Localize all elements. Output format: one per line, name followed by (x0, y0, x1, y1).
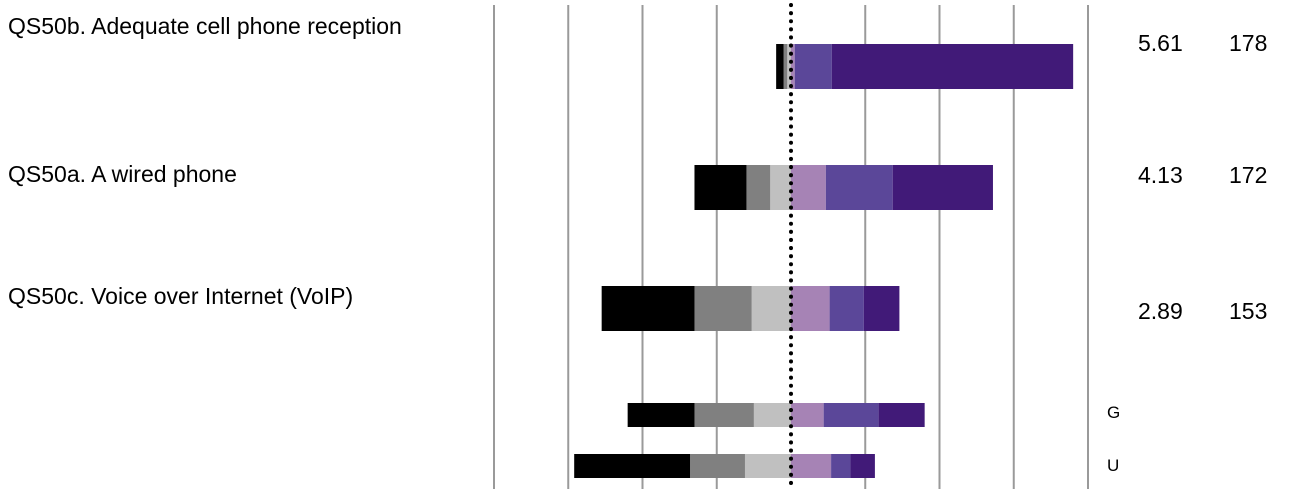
bar-segment-qs50a-strongly-positive (892, 165, 993, 210)
bar-segment-qs50b-strongly-positive (831, 44, 1074, 89)
group-label-g: G (1107, 403, 1121, 422)
bar-segment-g-positive (823, 403, 879, 427)
bar-segment-qs50b-negative (783, 44, 788, 89)
bar-segment-qs50b-slightly-positive (791, 44, 795, 89)
bar-segment-u-strongly-negative (574, 454, 691, 478)
bar-segment-qs50a-slightly-positive (791, 165, 826, 210)
bar-segment-qs50c-strongly-positive (863, 286, 900, 331)
bar-segment-u-negative (690, 454, 745, 478)
mean-value-qs50a: 4.13 (1138, 162, 1183, 188)
bar-segment-g-negative (694, 403, 754, 427)
bar-segment-g-slightly-positive (791, 403, 824, 427)
bar-segment-qs50a-slightly-negative (770, 165, 791, 210)
bar-segment-u-slightly-negative (744, 454, 791, 478)
row-label-qs50a: QS50a. A wired phone (8, 161, 237, 187)
bar-segment-qs50c-slightly-negative (751, 286, 791, 331)
row-label-qs50b: QS50b. Adequate cell phone reception (8, 13, 402, 39)
bar-segment-qs50a-positive (825, 165, 893, 210)
count-value-qs50c: 153 (1229, 298, 1268, 324)
bar-segment-u-strongly-positive (850, 454, 875, 478)
count-value-qs50b: 178 (1229, 30, 1268, 56)
mean-value-qs50b: 5.61 (1138, 30, 1183, 56)
bar-segment-qs50a-negative (746, 165, 771, 210)
bar-segment-g-slightly-negative (753, 403, 791, 427)
bar-segment-g-strongly-positive (878, 403, 925, 427)
bar-segment-u-positive (831, 454, 851, 478)
bar-segment-qs50c-negative (694, 286, 752, 331)
group-label-u: U (1107, 456, 1120, 475)
count-value-qs50a: 172 (1229, 162, 1268, 188)
mean-value-qs50c: 2.89 (1138, 298, 1183, 324)
bar-segment-g-strongly-negative (627, 403, 695, 427)
bar-segment-qs50b-strongly-negative (776, 44, 784, 89)
bar-segment-qs50a-strongly-negative (694, 165, 747, 210)
row-label-qs50c: QS50c. Voice over Internet (VoIP) (8, 283, 354, 309)
bar-segment-qs50c-slightly-positive (791, 286, 830, 331)
bar-segment-qs50b-slightly-negative (787, 44, 791, 89)
bar-segment-qs50c-positive (829, 286, 864, 331)
bar-segment-u-slightly-positive (791, 454, 832, 478)
bar-segment-qs50b-positive (794, 44, 832, 89)
bar-segment-qs50c-strongly-negative (601, 286, 695, 331)
